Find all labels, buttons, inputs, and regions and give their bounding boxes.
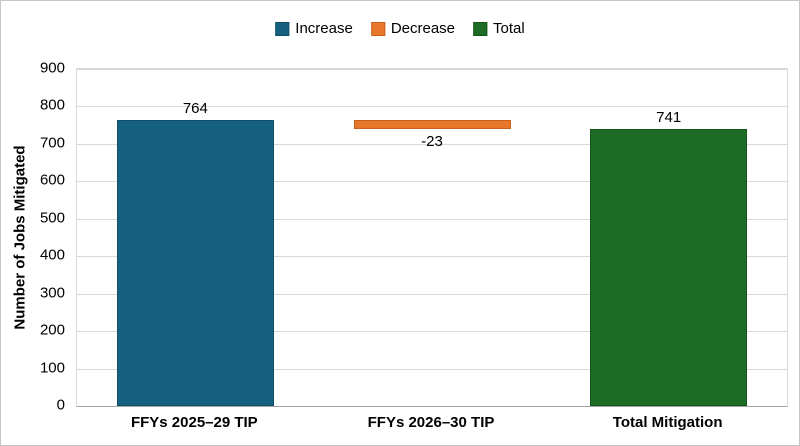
gridline-800: [77, 106, 787, 108]
y-tick-label-300: 300: [39, 284, 65, 302]
gridline-200: [77, 331, 787, 333]
gridline-400: [77, 256, 787, 258]
bar-value-label-decrease: -23: [421, 132, 443, 150]
bar-value-label-total: 741: [656, 108, 682, 126]
gridline-300: [77, 293, 787, 295]
legend-label-total: Total: [493, 20, 525, 37]
legend-item-total: Total: [473, 21, 525, 37]
legend-swatch-decrease: [370, 22, 385, 36]
gridline-100: [77, 368, 787, 370]
y-axis-title: Number of Jobs Mitigated: [11, 145, 29, 330]
legend-label-decrease: Decrease: [390, 20, 456, 37]
y-tick-label-700: 700: [39, 134, 65, 152]
y-tick-label-800: 800: [39, 96, 65, 114]
gridline-900: [77, 69, 787, 70]
x-category-label-1: FFYs 2026–30 TIP: [367, 414, 495, 431]
y-tick-label-500: 500: [39, 209, 65, 227]
gridline-700: [77, 143, 787, 145]
legend: Increase Decrease Total: [275, 20, 525, 37]
y-tick-label-0: 0: [56, 396, 65, 414]
legend-item-increase: Increase: [275, 21, 353, 37]
bar-value-label-increase: 764: [182, 99, 208, 117]
gridline-500: [77, 218, 787, 220]
x-category-label-2: Total Mitigation: [612, 414, 723, 431]
plot-area: 764 -23 741: [76, 68, 788, 407]
y-tick-label-400: 400: [39, 246, 65, 264]
y-tick-label-200: 200: [39, 321, 65, 339]
y-tick-label-600: 600: [39, 171, 65, 189]
legend-item-decrease: Decrease: [370, 20, 456, 37]
legend-swatch-total: [473, 22, 488, 36]
legend-swatch-increase: [275, 22, 290, 36]
x-category-label-0: FFYs 2025–29 TIP: [130, 414, 258, 431]
gridline-600: [77, 181, 787, 183]
bar-decrease: [353, 119, 511, 129]
legend-label-increase: Increase: [295, 20, 353, 37]
bar-total: [590, 128, 748, 406]
bar-increase: [116, 119, 274, 406]
y-tick-label-100: 100: [39, 359, 65, 377]
y-tick-label-900: 900: [39, 59, 65, 77]
